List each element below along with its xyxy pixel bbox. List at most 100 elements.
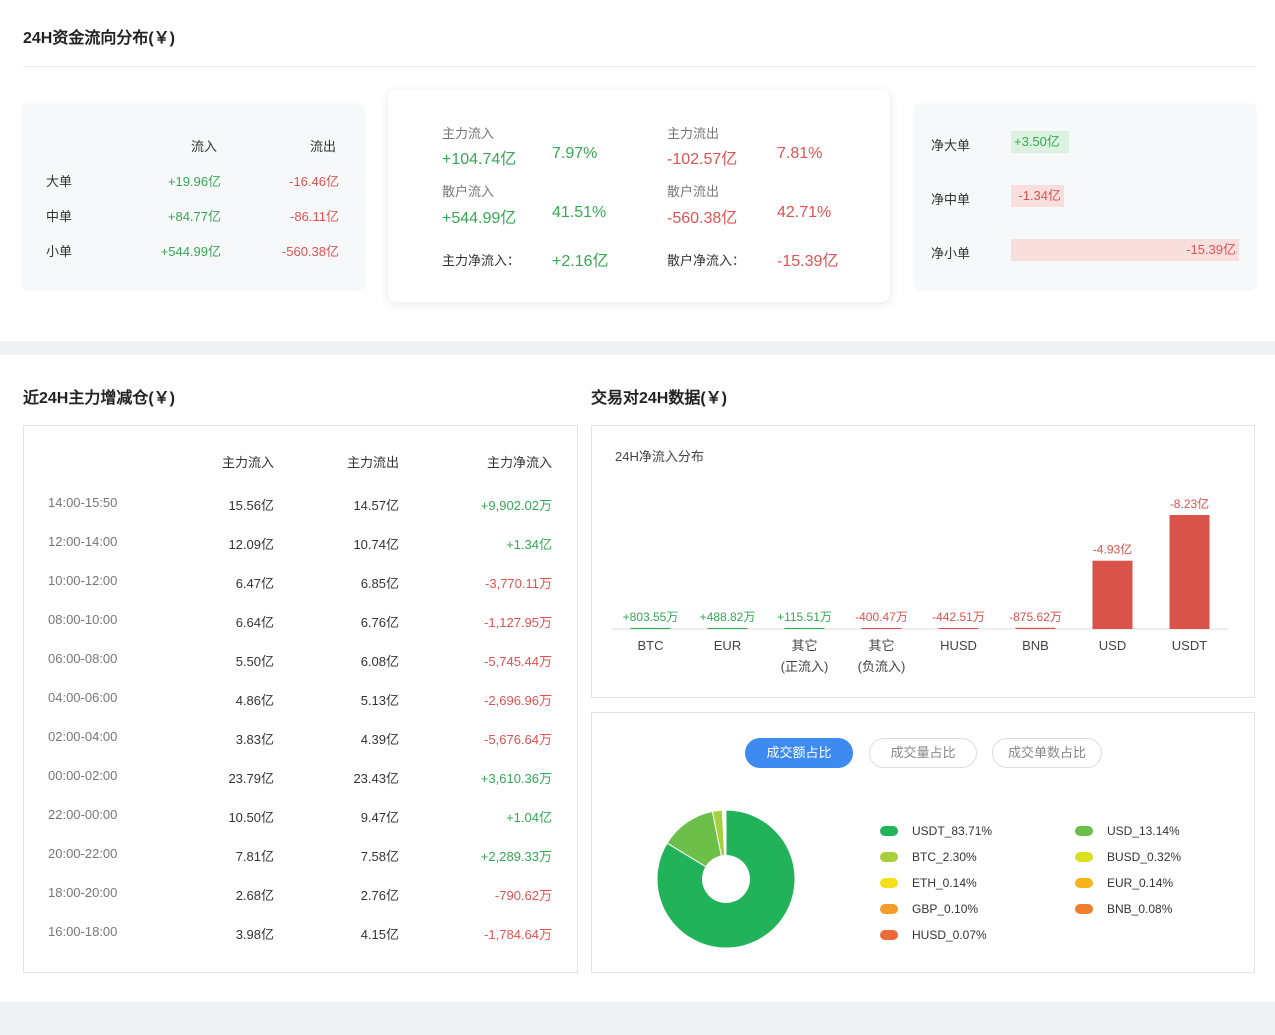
x-tick-label: HUSD (940, 638, 977, 653)
net-order-card: 净大单 +3.50亿 净中单 -1.34亿 净小单 -15.39亿 (915, 104, 1255, 288)
bar-value-label: +115.51万 (777, 610, 832, 624)
table-row: 00:00-02:00 23.79亿 23.43亿 +3,610.36万 (24, 768, 577, 788)
bar-value-label: +803.55万 (623, 610, 679, 624)
share-pie-chart (656, 809, 796, 949)
donut-hole (702, 855, 750, 903)
row-main-inflow: 3.98亿 (235, 927, 274, 942)
row-time: 06:00-08:00 (48, 651, 118, 666)
legend-label: ETH_0.14% (912, 876, 977, 890)
row-main-net: -1,127.95万 (484, 615, 552, 630)
row-time: 14:00-15:50 (48, 495, 118, 510)
row-main-net: +3,610.36万 (480, 771, 552, 786)
legend-label: BNB_0.08% (1107, 902, 1173, 916)
legend-label: USDT_83.71% (912, 824, 993, 838)
row-main-outflow: 14.57亿 (353, 498, 399, 513)
row-main-net: -1,784.64万 (484, 927, 552, 942)
row-main-inflow: 7.81亿 (235, 849, 274, 864)
row-main-outflow: 6.76亿 (360, 615, 399, 630)
main-outflow-value: -102.57亿 (667, 151, 738, 168)
medium-outflow: -86.11亿 (290, 209, 339, 224)
bar-4 (938, 628, 979, 629)
main-inflow-value: +104.74亿 (442, 151, 517, 168)
net-inflow-chart-title: 24H净流入分布 (615, 449, 704, 464)
row-time: 12:00-14:00 (48, 534, 118, 549)
main-position-table: 主力流入 主力流出 主力净流入 14:00-15:50 15.56亿 14.57亿 +… (23, 425, 578, 973)
legend-swatch (880, 878, 898, 888)
row-time: 08:00-10:00 (48, 612, 118, 627)
row-main-inflow: 6.64亿 (235, 615, 274, 630)
legend-swatch (1075, 852, 1093, 862)
bar-1 (707, 628, 748, 629)
row-main-outflow: 7.58亿 (360, 849, 399, 864)
legend-swatch (880, 826, 898, 836)
large-inflow: +19.96亿 (167, 174, 221, 189)
retail-outflow-value: -560.38亿 (667, 210, 738, 227)
x-tick-label: BNB (1022, 638, 1049, 653)
table-row: 12:00-14:00 12.09亿 10.74亿 +1.34亿 (24, 534, 577, 554)
row-main-inflow: 2.68亿 (235, 888, 274, 903)
x-tick-label: (正流入) (781, 659, 829, 674)
row-main-outflow: 5.13亿 (360, 693, 399, 708)
net-medium-label: 净中单 (931, 192, 971, 207)
retail-outflow-label: 散户流出 (667, 184, 720, 199)
row-main-net: -3,770.11万 (485, 576, 552, 591)
row-label-large: 大单 (46, 174, 73, 189)
row-main-inflow: 12.09亿 (228, 537, 274, 552)
bar-2 (784, 628, 825, 629)
net-inflow-chart-card: 24H净流入分布 +803.55万 BTC +488.82万 EUR +115.51万其… (591, 425, 1255, 698)
row-time: 02:00-04:00 (48, 729, 118, 744)
small-inflow: +544.99亿 (160, 244, 221, 259)
row-main-inflow: 10.50亿 (228, 810, 274, 825)
retail-net-value: -15.39亿 (777, 253, 839, 270)
main-inflow-label: 主力流入 (442, 126, 495, 141)
row-main-inflow: 5.50亿 (235, 654, 274, 669)
row-main-outflow: 23.43亿 (353, 771, 399, 786)
row-main-inflow: 4.86亿 (235, 693, 274, 708)
table-row: 10:00-12:00 6.47亿 6.85亿 -3,770.11万 (24, 573, 577, 593)
row-main-outflow: 9.47亿 (360, 810, 399, 825)
net-medium-bar: -1.34亿 (1011, 185, 1064, 207)
bar-value-label: -442.51万 (932, 610, 985, 624)
row-main-net: +1.34亿 (506, 537, 552, 552)
main-net-value: +2.16亿 (552, 253, 609, 270)
th-main-outflow: 主力流出 (346, 455, 399, 470)
x-tick-label: BTC (638, 638, 664, 653)
row-time: 18:00-20:00 (48, 885, 118, 900)
x-tick-label: EUR (714, 638, 741, 653)
col-outflow-header: 流出 (310, 139, 337, 154)
row-main-outflow: 6.85亿 (360, 576, 399, 591)
row-time: 10:00-12:00 (48, 573, 118, 588)
bar-7 (1169, 515, 1210, 629)
tab-volume-share[interactable]: 成交量占比 (869, 738, 977, 768)
retail-inflow-value: +544.99亿 (442, 210, 517, 227)
medium-inflow: +84.77亿 (167, 209, 221, 224)
bar-5 (1015, 627, 1056, 629)
tab-amount-share[interactable]: 成交额占比 (745, 738, 853, 768)
row-main-net: -2,696.96万 (484, 693, 552, 708)
pair-data-title: 交易对24H数据(￥) (591, 390, 728, 407)
main-outflow-pct: 7.81% (777, 145, 823, 162)
main-inflow-pct: 7.97% (552, 145, 598, 162)
order-size-card: 流入 流出 大单 +19.96亿 -16.46亿 中单 +84.77亿 -86.… (23, 104, 363, 288)
net-large-bar: +3.50亿 (1011, 131, 1069, 153)
x-tick-label: USDT (1172, 638, 1207, 653)
row-main-outflow: 2.76亿 (360, 888, 399, 903)
legend-label: BUSD_0.32% (1107, 850, 1182, 864)
row-main-net: +1.04亿 (506, 810, 552, 825)
net-small-bar: -15.39亿 (1011, 239, 1239, 261)
table-row: 02:00-04:00 3.83亿 4.39亿 -5,676.64万 (24, 729, 577, 749)
table-row: 08:00-10:00 6.64亿 6.76亿 -1,127.95万 (24, 612, 577, 632)
row-main-net: -5,745.44万 (484, 654, 552, 669)
large-outflow: -16.46亿 (289, 174, 339, 189)
legend-label: USD_13.14% (1107, 824, 1180, 838)
th-main-net: 主力净流入 (486, 455, 552, 470)
row-main-inflow: 6.47亿 (235, 576, 274, 591)
tab-order-count-share[interactable]: 成交单数占比 (992, 738, 1102, 768)
x-tick-label: 其它 (791, 638, 817, 653)
small-outflow: -560.38亿 (281, 244, 339, 259)
retail-net-label: 散户净流入： (667, 253, 746, 268)
legend-swatch (1075, 904, 1093, 914)
table-row: 14:00-15:50 15.56亿 14.57亿 +9,902.02万 (24, 495, 577, 515)
retail-inflow-pct: 41.51% (552, 204, 607, 221)
